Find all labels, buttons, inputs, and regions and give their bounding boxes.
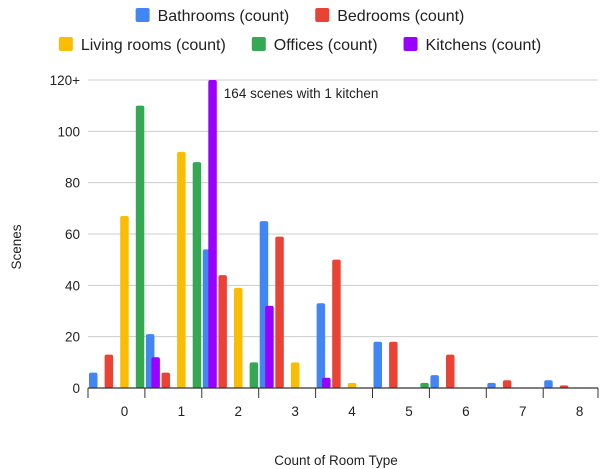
y-tick-label: 80 <box>65 176 80 191</box>
bar <box>487 382 496 388</box>
x-tick-label: 4 <box>348 404 356 419</box>
bar <box>389 341 398 388</box>
gridlines <box>88 79 598 338</box>
legend-swatch <box>315 8 330 22</box>
bar <box>151 357 160 388</box>
bar <box>446 354 455 388</box>
legend-label: Offices (count) <box>274 37 378 54</box>
legend-label: Bedrooms (count) <box>337 8 464 25</box>
bar <box>135 105 145 389</box>
y-axis-title: Scenes <box>9 224 24 269</box>
bar <box>322 377 331 388</box>
legend: Bathrooms (count) Bedrooms (count) Living … <box>58 8 542 54</box>
legend-item: Kitchens (count) <box>403 37 542 54</box>
axes <box>87 387 599 398</box>
x-axis-tick-labels: 0 1 2 3 4 5 6 7 8 <box>121 404 584 419</box>
bar <box>234 287 243 388</box>
bar <box>265 305 274 388</box>
x-tick-label: 3 <box>291 404 299 419</box>
bar <box>249 362 259 388</box>
bar <box>544 380 553 388</box>
legend-item: Bathrooms (count) <box>135 8 290 25</box>
legend-item: Living rooms (count) <box>58 37 226 54</box>
bar <box>161 372 170 388</box>
legend-swatch <box>403 37 418 51</box>
bar <box>89 372 98 388</box>
bar <box>430 375 439 388</box>
x-tick-label: 2 <box>234 404 242 419</box>
bar <box>502 380 512 388</box>
y-tick-label: 20 <box>65 330 80 345</box>
annotation-label: 164 scenes with 1 kitchen <box>224 86 379 101</box>
y-tick-label: 120+ <box>50 73 81 88</box>
bar <box>332 259 341 388</box>
bar <box>177 151 186 388</box>
bar <box>218 275 227 388</box>
y-tick-label: 100 <box>57 124 80 139</box>
y-axis-tick-labels: 0 20 40 60 80 100 120+ <box>50 73 81 396</box>
x-tick-label: 7 <box>519 404 527 419</box>
bar <box>120 216 129 388</box>
legend-label: Bathrooms (count) <box>158 8 290 25</box>
bar <box>192 162 202 388</box>
y-tick-label: 40 <box>65 278 80 293</box>
bar <box>104 354 114 388</box>
legend-swatch <box>135 8 150 22</box>
legend-label: Kitchens (count) <box>426 37 542 54</box>
legend-item: Bedrooms (count) <box>315 8 464 25</box>
x-tick-label: 1 <box>178 404 186 419</box>
x-tick-label: 8 <box>576 404 584 419</box>
legend-item: Offices (count) <box>251 37 378 54</box>
bar <box>373 341 382 388</box>
bar <box>316 303 326 388</box>
bar <box>420 382 429 388</box>
y-tick-label: 60 <box>65 227 80 242</box>
bars <box>89 80 569 389</box>
x-axis-title: Count of Room Type <box>274 453 398 468</box>
bar <box>290 362 300 388</box>
bar <box>559 385 569 388</box>
bar <box>275 236 284 388</box>
legend-swatch <box>58 37 73 51</box>
x-tick-label: 0 <box>121 404 129 419</box>
legend-label: Living rooms (count) <box>81 37 226 54</box>
y-tick-label: 0 <box>72 381 80 396</box>
bar <box>347 382 357 388</box>
legend-swatch <box>251 37 266 51</box>
x-tick-label: 6 <box>462 404 470 419</box>
x-tick-label: 5 <box>405 404 413 419</box>
bar <box>208 80 217 388</box>
